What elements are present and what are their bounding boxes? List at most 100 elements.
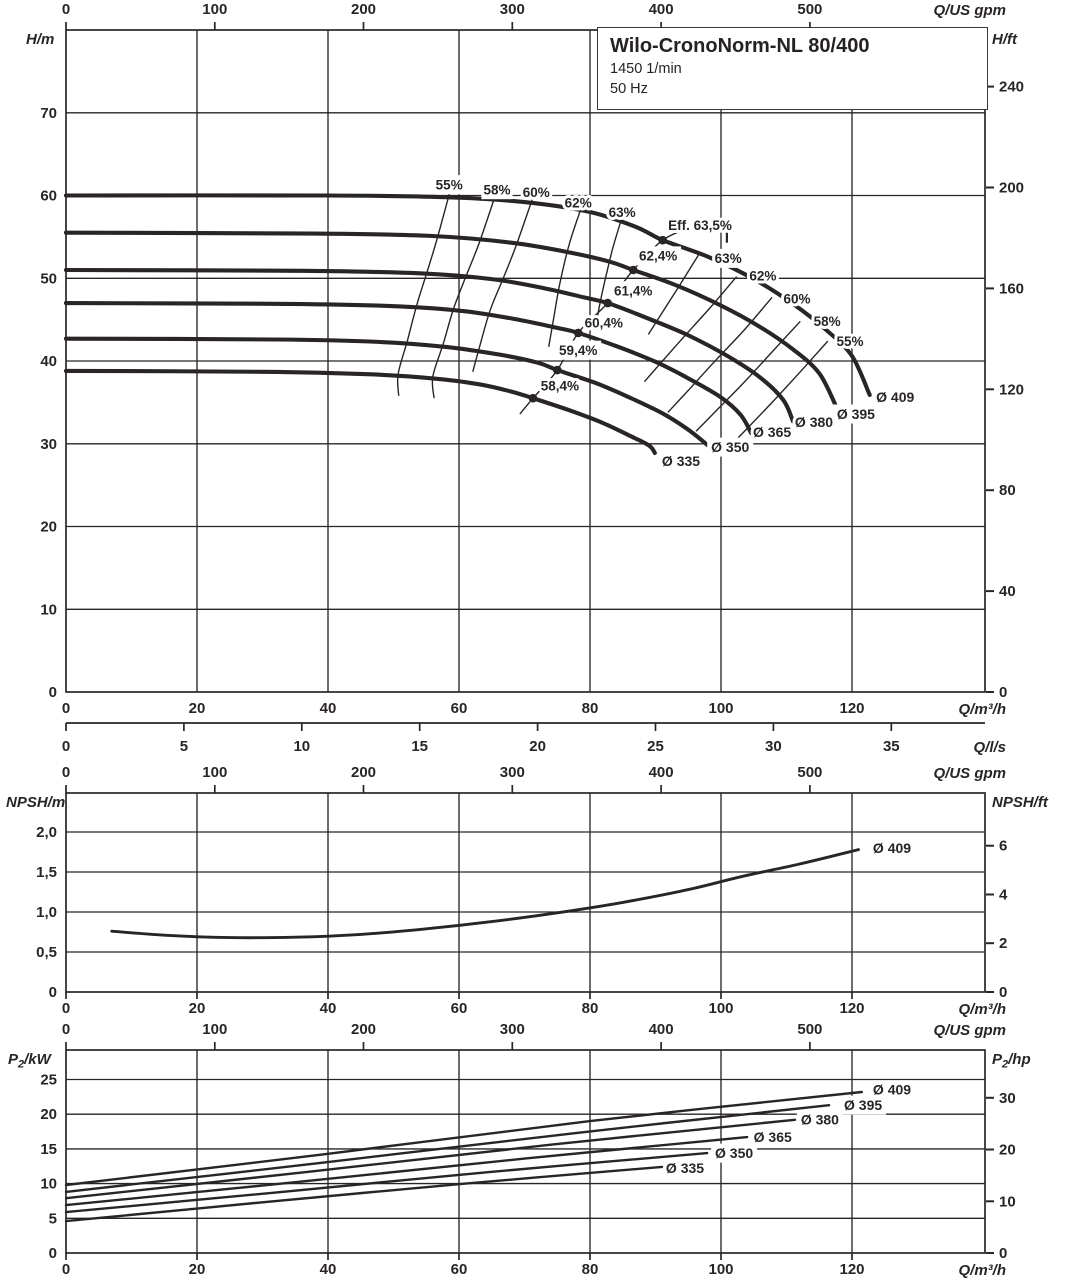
svg-text:0: 0 [62,1021,70,1038]
axis-name-npsh-left: NPSH/m [6,794,65,811]
svg-text:100: 100 [708,1261,733,1278]
svg-text:20: 20 [40,1106,57,1123]
svg-text:2: 2 [999,935,1007,952]
eff-label-63%: 63% [609,205,636,220]
svg-text:80: 80 [999,482,1016,499]
svg-text:50: 50 [40,270,57,287]
axis-name-power-left: P2/kW [8,1051,53,1071]
npsh-label-409: Ø 409 [873,840,911,856]
axis-name-power-m3h: Q/m³/h [959,1262,1007,1279]
head-right-axis: 0 40 80 120 160 200 240 H/ft [986,31,1024,701]
eff-label-55%: 55% [836,334,863,349]
npsh-labels: Ø 409 [870,837,914,859]
svg-text:5: 5 [49,1210,57,1227]
axis-name-power-gpm: Q/US gpm [933,1022,1006,1039]
head-ls-axis: 0 5 10 15 20 25 30 35 Q/l/s [62,722,1006,756]
power-plot-border [65,1049,986,1254]
pump-model-title: Wilo-CronoNorm-NL 80/400 [610,35,870,57]
npsh-right-axis: 0 2 4 6 NPSH/ft [986,794,1049,1001]
svg-text:40: 40 [320,1261,337,1278]
contour-55%-left [396,192,451,396]
svg-text:240: 240 [999,79,1024,96]
contour-62%-right [643,276,738,383]
svg-text:120: 120 [839,1261,864,1278]
eff-label-eff.-63,5%: Eff. 63,5% [668,218,732,233]
axis-name-power-right: P2/hp [992,1051,1031,1071]
eff-label-63%: 63% [715,251,742,266]
power-label-335: Ø 335 [666,1160,704,1176]
svg-text:20: 20 [999,1142,1016,1159]
eff-label-58%-bg [481,180,513,200]
svg-text:120: 120 [839,700,864,717]
pump-speed: 1450 1/min [610,61,682,77]
svg-text:120: 120 [999,381,1024,398]
svg-text:160: 160 [999,280,1024,297]
svg-text:40: 40 [320,700,337,717]
svg-text:0: 0 [999,684,1007,701]
svg-text:120: 120 [839,1000,864,1017]
svg-text:10: 10 [293,738,310,755]
head-label-395: Ø 395 [837,406,875,422]
bep-dot [603,298,612,308]
title-box: Wilo-CronoNorm-NL 80/400 1450 1/min 50 H… [597,27,988,110]
svg-text:100: 100 [202,1021,227,1038]
head-gpm-axis: 0 100 200 300 400 500 Q/US gpm [62,1,1006,30]
head-label-380: Ø 380 [795,414,833,430]
power-curve-365 [64,1135,749,1207]
svg-text:20: 20 [189,1000,206,1017]
svg-text:5: 5 [180,738,188,755]
svg-text:80: 80 [582,1000,599,1017]
power-curve-380 [64,1118,797,1200]
npsh-left-axis: 0 0,5 1,0 1,5 2,0 NPSH/m [6,794,65,1001]
svg-text:40: 40 [999,583,1016,600]
power-label-380: Ø 380 [801,1112,839,1128]
power-label-350: Ø 350 [715,1145,753,1161]
svg-text:15: 15 [411,738,428,755]
axis-name-npsh-m3h: Q/m³/h [959,1001,1007,1018]
head-labels: 55% 58% 60% 62% 63% Eff. 63,5% 63% 62% 60% 58% 55%… [433,175,919,472]
svg-text:80: 80 [582,1261,599,1278]
power-label-350-bg [711,1143,758,1163]
svg-text:30: 30 [765,738,782,755]
head-label-335: Ø 335 [662,453,700,469]
power-label-409: Ø 409 [873,1082,911,1098]
eff-label-58%: 58% [814,314,841,329]
svg-text:40: 40 [40,353,57,370]
svg-text:100: 100 [708,700,733,717]
svg-text:0: 0 [49,1245,57,1262]
head-curve-395 [63,230,839,411]
power-label-395: Ø 395 [844,1097,882,1113]
head-curve-409 [63,193,872,397]
svg-text:10: 10 [999,1193,1016,1210]
svg-text:0: 0 [62,700,70,717]
bep-label-61,4%-bg [610,281,657,301]
head-m3h-axis: 0 20 40 60 80 100 120 Q/m³/h [62,700,1006,718]
svg-text:25: 25 [40,1072,57,1089]
npsh-m3h-axis: 0 20 40 60 80 100 120 Q/m³/h [62,992,1006,1018]
axis-name-npsh-gpm: Q/US gpm [933,765,1006,782]
head-label-409-bg [872,387,919,407]
contour-63%-left [595,216,623,328]
svg-text:70: 70 [40,105,57,122]
bep-dot [628,265,638,275]
head-curve-380 [63,267,796,424]
power-label-409-bg [869,1080,915,1100]
power-curve-395 [64,1104,831,1194]
svg-text:0: 0 [999,984,1007,1001]
eff-label-55%-bg [433,175,465,195]
npsh-chart: 0 100 200 300 400 500 Q/US gpm00,51,01,52,0NPS… [6,764,1049,1018]
svg-text:400: 400 [649,1,674,18]
svg-text:200: 200 [351,1021,376,1038]
svg-text:20: 20 [529,738,546,755]
bep-label-59,4%-bg [555,340,602,360]
head-chart: 0 100 200 300 400 500 Q/US gpm010203040506070H… [26,1,1024,756]
svg-text:300: 300 [500,764,525,781]
npsh-curve-409 [110,848,860,940]
power-curve-335 [64,1165,664,1223]
svg-text:500: 500 [797,1,822,18]
head-label-395-bg [832,404,879,424]
svg-text:20: 20 [40,519,57,536]
